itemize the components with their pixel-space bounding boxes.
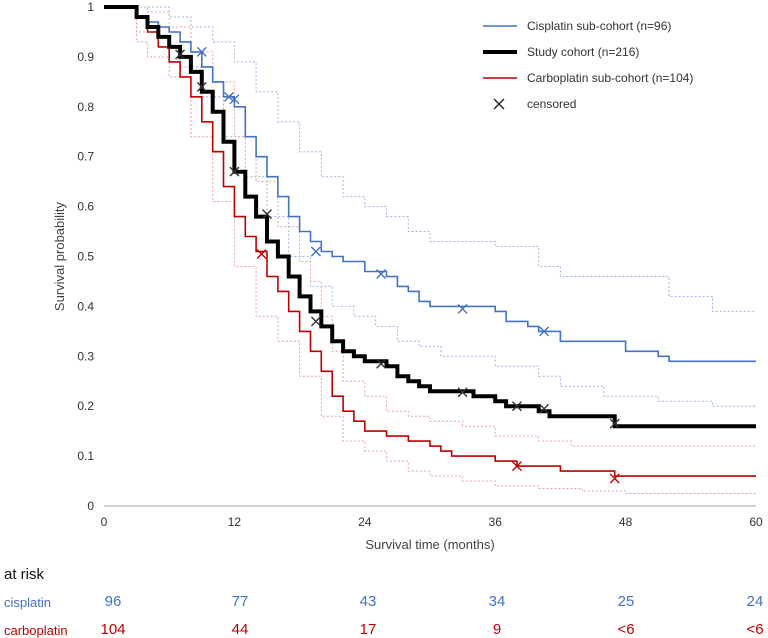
y-tick-label: 1 [87, 0, 94, 14]
at-risk-row-label: cisplatin [4, 595, 51, 610]
y-tick-label: 0.3 [77, 349, 94, 363]
censor-x [256, 249, 267, 259]
censor-x [196, 81, 207, 92]
km-survival-chart: 0 12 24 36 48 60 0 0.1 0.2 0.3 0.4 0.5 0.6 0.7 0.8 0.9… [52, 0, 763, 552]
y-tick-label: 0.5 [77, 250, 94, 264]
legend-label-cisplatin: Cisplatin sub-cohort (n=96) [527, 19, 671, 33]
censor-x [609, 418, 620, 429]
censor-x [609, 473, 620, 484]
censor-x [457, 303, 468, 314]
censor-mark-cisplatin [310, 246, 321, 257]
censor-x [539, 326, 550, 337]
at-risk-value: <6 [617, 621, 635, 638]
censor-x [376, 268, 387, 279]
censor-x [511, 401, 522, 412]
censor-x [310, 316, 321, 327]
legend-label-carboplatin: Carboplatin sub-cohort (n=104) [527, 71, 693, 85]
y-ticks: 0 0.1 0.2 0.3 0.4 0.5 0.6 0.7 0.8 0.9 1 [77, 0, 94, 513]
censor-x [539, 403, 550, 414]
at-risk-value: 34 [488, 593, 506, 610]
y-tick-label: 0.6 [77, 200, 94, 214]
censor-mark-cisplatin [457, 303, 468, 314]
at-risk-value: 77 [231, 593, 249, 610]
survival-curve-cisplatin [104, 6, 756, 363]
censor-mark-cisplatin [196, 46, 207, 57]
censor-mark-study [457, 387, 468, 398]
x-tick-label: 0 [101, 515, 108, 529]
censor-x [310, 246, 321, 257]
y-tick-label: 0.9 [77, 50, 94, 64]
censor-mark-study [539, 403, 550, 414]
censor-x [229, 94, 240, 105]
censor-mark-cisplatin [223, 91, 234, 102]
x-tick-label: 60 [749, 515, 763, 529]
y-axis-title: Survival probability [52, 201, 67, 311]
legend-marker-censored [493, 98, 505, 110]
censor-x [175, 49, 186, 60]
x-tick-label: 24 [358, 515, 372, 529]
x-tick-label: 36 [489, 515, 503, 529]
censor-mark-study [609, 418, 620, 429]
censor-marks [175, 46, 620, 484]
censor-x [223, 91, 234, 102]
at-risk-value: 96 [104, 593, 122, 610]
at-risk-value: 104 [100, 621, 126, 638]
y-tick-label: 0 [87, 499, 94, 513]
censor-mark-study [229, 166, 240, 177]
ci-line-cis [104, 6, 756, 312]
censor-mark-cisplatin [539, 326, 550, 337]
y-tick-label: 0.2 [77, 399, 94, 413]
censor-mark-study [196, 81, 207, 92]
censor-mark-carboplatin [511, 461, 522, 472]
at-risk-value: 9 [492, 621, 502, 638]
at-risk-title: at risk [4, 566, 45, 583]
censor-mark-study [175, 49, 186, 60]
legend: Cisplatin sub-cohort (n=96) Study cohort … [483, 19, 693, 111]
censor-x [457, 387, 468, 398]
y-tick-label: 0.7 [77, 150, 94, 164]
y-tick-label: 0.4 [77, 299, 94, 313]
ci-line-cis [104, 6, 756, 407]
censor-mark-study [376, 358, 387, 369]
y-tick-label: 0.1 [77, 449, 94, 463]
at-risk-value: 24 [746, 593, 764, 610]
at-risk-value: 17 [359, 621, 377, 638]
survival-curve-carboplatin [104, 6, 756, 477]
censor-x [196, 46, 207, 57]
censor-mark-study [262, 209, 272, 220]
survival-curves [104, 5, 756, 477]
survival-curve-study [104, 5, 756, 429]
censor-x [262, 209, 272, 220]
legend-label-study: Study cohort (n=216) [527, 45, 639, 59]
censor-mark-study [310, 316, 321, 327]
at-risk-value: <6 [746, 621, 764, 638]
legend-label-study: censored [527, 97, 576, 111]
at-risk-value: 25 [617, 593, 635, 610]
censor-x [511, 461, 522, 472]
censor-mark-cisplatin [229, 94, 240, 105]
x-axis-title: Survival time (months) [365, 537, 494, 552]
censor-x [229, 166, 240, 177]
censor-mark-study [511, 401, 522, 412]
y-tick-label: 0.8 [77, 100, 94, 114]
at-risk-value: 43 [359, 593, 377, 610]
censor-mark-cisplatin [376, 268, 387, 279]
x-ticks: 0 12 24 36 48 60 [101, 515, 763, 529]
at-risk-value: 44 [231, 621, 249, 638]
x-tick-label: 48 [619, 515, 633, 529]
at-risk-row-label: carboplatin [4, 623, 68, 638]
censor-x [376, 358, 387, 369]
censor-mark-carboplatin [256, 249, 267, 259]
censor-mark-carboplatin [609, 473, 620, 484]
x-tick-label: 12 [228, 515, 242, 529]
